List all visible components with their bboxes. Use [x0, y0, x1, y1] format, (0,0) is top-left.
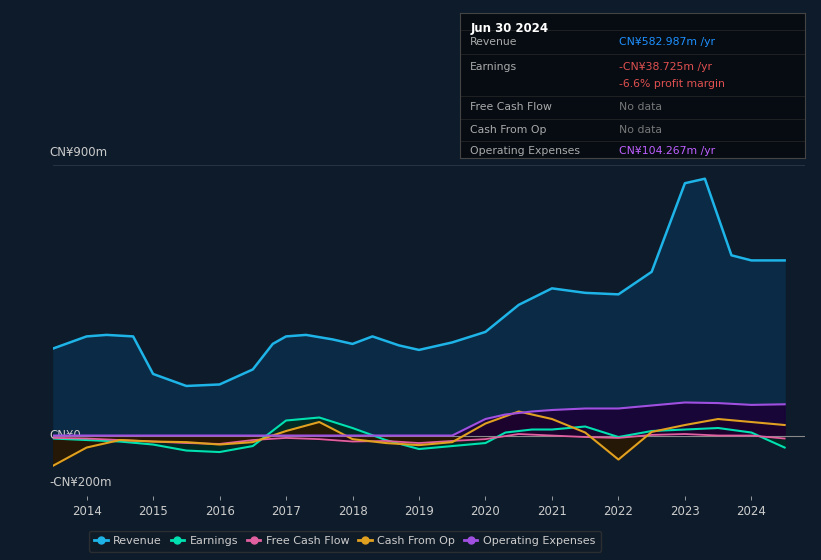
- Text: CN¥582.987m /yr: CN¥582.987m /yr: [619, 37, 715, 47]
- Text: -CN¥38.725m /yr: -CN¥38.725m /yr: [619, 62, 712, 72]
- Text: No data: No data: [619, 102, 662, 112]
- Text: Revenue: Revenue: [470, 37, 518, 47]
- Text: CN¥900m: CN¥900m: [49, 146, 108, 158]
- Text: -CN¥200m: -CN¥200m: [49, 476, 112, 489]
- Text: -6.6% profit margin: -6.6% profit margin: [619, 79, 725, 89]
- Text: Jun 30 2024: Jun 30 2024: [470, 22, 548, 35]
- Text: CN¥0: CN¥0: [49, 429, 81, 442]
- Legend: Revenue, Earnings, Free Cash Flow, Cash From Op, Operating Expenses: Revenue, Earnings, Free Cash Flow, Cash …: [89, 530, 601, 552]
- Text: Earnings: Earnings: [470, 62, 517, 72]
- Text: CN¥104.267m /yr: CN¥104.267m /yr: [619, 146, 715, 156]
- Text: Operating Expenses: Operating Expenses: [470, 146, 580, 156]
- Text: Cash From Op: Cash From Op: [470, 125, 547, 136]
- Text: No data: No data: [619, 125, 662, 136]
- Text: Free Cash Flow: Free Cash Flow: [470, 102, 553, 112]
